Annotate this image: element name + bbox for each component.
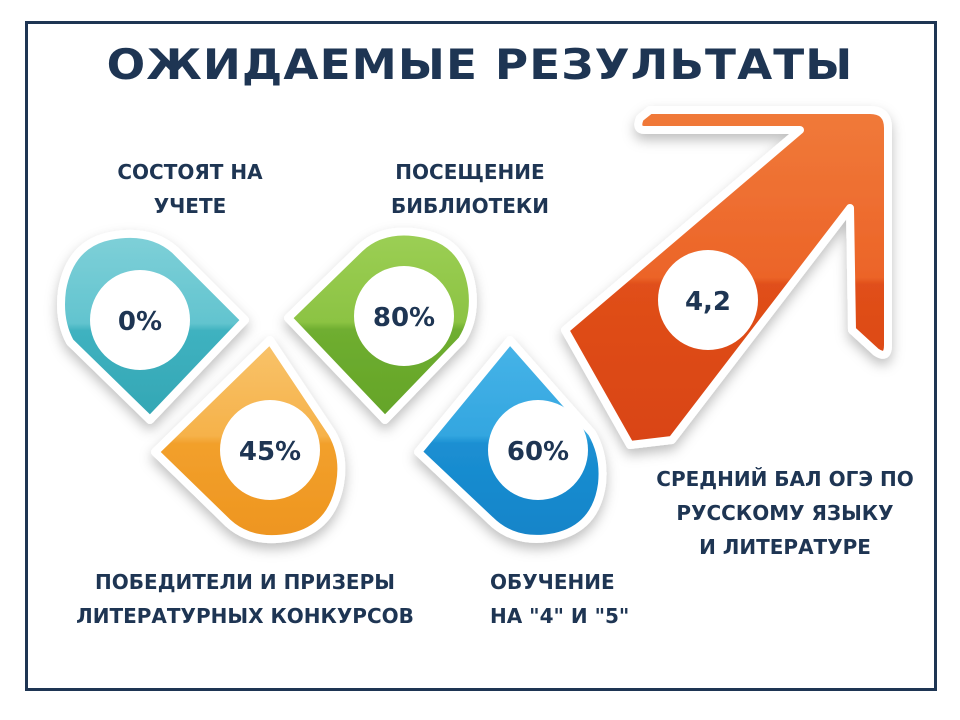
page-title: ОЖИДАЕМЫЕ РЕЗУЛЬТАТЫ [106,40,854,89]
caption-line: ОБУЧЕНИЕ [490,570,615,594]
caption-grades: ОБУЧЕНИЕ НА "4" И "5" [490,565,680,633]
caption-line: УЧЕТЕ [153,194,227,218]
value-2: 80% [373,303,435,333]
value-circle-4 [658,250,758,350]
value-1: 45% [239,437,301,467]
caption-library: ПОСЕЩЕНИЕ БИБЛИОТЕКИ [355,155,585,223]
caption-line: СРЕДНИЙ БАЛ ОГЭ ПО [656,467,914,491]
caption-line: РУССКОМУ ЯЗЫКУ [676,501,894,525]
caption-line: ПОБЕДИТЕЛИ И ПРИЗЕРЫ [95,570,395,594]
border-frame [25,21,937,691]
value-circle-2 [354,266,454,366]
caption-line: И ЛИТЕРАТУРЕ [699,535,871,559]
caption-line: БИБЛИОТЕКИ [391,194,549,218]
value-circle-0 [90,270,190,370]
caption-line: СОСТОЯТ НА [117,160,263,184]
caption-line: НА "4" И "5" [490,604,630,628]
caption-registered: СОСТОЯТ НА УЧЕТЕ [90,155,290,223]
caption-line: ЛИТЕРАТУРНЫХ КОНКУРСОВ [76,604,414,628]
value-circle-3 [488,400,588,500]
caption-contests: ПОБЕДИТЕЛИ И ПРИЗЕРЫ ЛИТЕРАТУРНЫХ КОНКУР… [55,565,435,633]
value-0: 0% [118,307,162,337]
value-circle-1 [220,400,320,500]
value-4: 4,2 [685,287,731,317]
caption-exam: СРЕДНИЙ БАЛ ОГЭ ПО РУССКОМУ ЯЗЫКУ И ЛИТЕ… [640,462,930,564]
value-3: 60% [507,437,569,467]
caption-line: ПОСЕЩЕНИЕ [395,160,545,184]
